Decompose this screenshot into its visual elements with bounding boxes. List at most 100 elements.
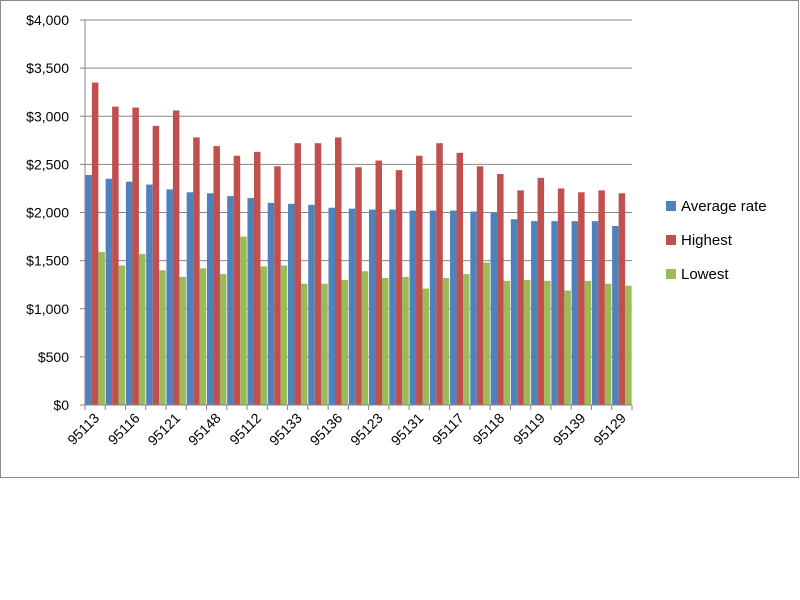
bar-highest	[476, 166, 484, 405]
bar-lowest	[604, 283, 612, 405]
x-tick-label: 95116	[105, 410, 143, 448]
bar-highest	[314, 143, 322, 405]
bar-lowest	[179, 276, 186, 405]
bar-lowest	[159, 270, 166, 405]
bar-average-rate	[490, 212, 498, 405]
bar-lowest	[523, 279, 531, 405]
bar-lowest	[625, 285, 632, 405]
x-tick-label: 95139	[550, 410, 589, 449]
bar-average-rate	[429, 210, 437, 405]
bar-lowest	[544, 280, 551, 405]
legend: Average rate Highest Lowest	[666, 198, 767, 283]
bar-average-rate	[612, 225, 619, 405]
bar-highest	[253, 151, 261, 405]
bar-lowest	[118, 265, 126, 405]
bar-lowest	[138, 253, 146, 405]
bar-highest	[517, 190, 524, 405]
legend-label: Highest	[681, 232, 733, 249]
bar-lowest	[260, 266, 267, 405]
bar-lowest	[240, 236, 247, 405]
legend-label: Average rate	[681, 198, 767, 215]
bar-average-rate	[571, 221, 579, 405]
bar-highest	[294, 143, 301, 405]
bar-highest	[132, 107, 139, 406]
bar-lowest	[584, 280, 592, 405]
bar-lowest	[199, 268, 207, 405]
bar-average-rate	[328, 207, 335, 405]
bar-average-rate	[227, 196, 234, 405]
bar-lowest	[341, 279, 348, 405]
bar-average-rate	[247, 198, 254, 405]
bar-lowest	[280, 265, 288, 405]
legend-label: Lowest	[681, 266, 729, 283]
y-tick-label: $2,000	[26, 205, 69, 221]
legend-swatch	[666, 235, 676, 245]
legend-swatch	[666, 269, 676, 279]
bar-average-rate	[470, 211, 477, 405]
bar-average-rate	[287, 203, 295, 405]
bar-lowest	[98, 251, 105, 405]
bar-average-rate	[85, 174, 92, 405]
bar-average-rate	[267, 202, 275, 405]
bar-average-rate	[186, 192, 194, 405]
bar-lowest	[564, 290, 571, 405]
bar-average-rate	[369, 209, 376, 405]
bar-average-rate	[510, 219, 518, 405]
y-tick-label: $3,500	[26, 60, 69, 76]
bar-average-rate	[125, 181, 133, 405]
y-tick-label: $0	[53, 397, 69, 413]
bar-highest	[436, 143, 443, 405]
bar-highest	[91, 82, 99, 405]
y-tick-label: $2,500	[26, 156, 69, 172]
bar-average-rate	[531, 221, 538, 405]
x-tick-labels: 95113 95116 95121 95148 95112 95133 95136 95123…	[64, 410, 629, 449]
bar-lowest	[483, 262, 490, 405]
bar-lowest	[422, 288, 430, 405]
bar-average-rate	[591, 221, 599, 405]
x-tick-label: 95121	[144, 410, 183, 449]
y-tick-label: $1,500	[26, 253, 69, 269]
bar-highest	[112, 106, 119, 405]
legend-swatch	[666, 201, 676, 211]
x-tick-label: 95136	[307, 410, 346, 449]
bar-lowest	[321, 283, 328, 405]
bar-highest	[375, 160, 383, 405]
x-tick-label: 95119	[510, 410, 548, 448]
bar-average-rate	[389, 209, 396, 405]
bar-highest	[416, 155, 423, 405]
x-tick-label: 95112	[226, 410, 264, 448]
x-tick-label: 95118	[469, 410, 507, 448]
bar-highest	[497, 174, 504, 405]
x-tick-label: 95129	[590, 410, 629, 449]
bar-average-rate	[450, 210, 457, 405]
x-tick-label: 95113	[64, 410, 102, 448]
bar-highest	[598, 190, 605, 405]
bar-lowest	[503, 280, 511, 405]
bar-highest	[537, 177, 545, 405]
bar-average-rate	[348, 208, 356, 405]
bar-highest	[557, 188, 565, 405]
bar-average-rate	[308, 204, 315, 405]
bar-highest	[334, 137, 342, 406]
bar-highest	[355, 167, 362, 405]
y-tick-label: $4,000	[26, 12, 69, 28]
bar-highest	[213, 146, 220, 405]
y-tick-label: $1,000	[26, 301, 69, 317]
bar-average-rate	[409, 210, 417, 405]
axes	[84, 20, 633, 410]
bar-lowest	[219, 274, 227, 405]
bar-highest	[172, 110, 180, 405]
x-tick-label: 95148	[185, 410, 224, 449]
bar-average-rate	[105, 178, 113, 405]
bars	[85, 82, 632, 406]
bar-highest	[233, 155, 241, 405]
bar-average-rate	[551, 221, 558, 405]
bar-average-rate	[166, 189, 173, 405]
bar-average-rate	[146, 184, 153, 405]
bar-lowest	[382, 277, 389, 405]
x-tick-label: 95131	[388, 410, 427, 449]
bar-highest	[578, 192, 585, 405]
bar-highest	[152, 125, 160, 405]
bar-lowest	[442, 277, 450, 405]
bar-highest	[274, 166, 281, 405]
